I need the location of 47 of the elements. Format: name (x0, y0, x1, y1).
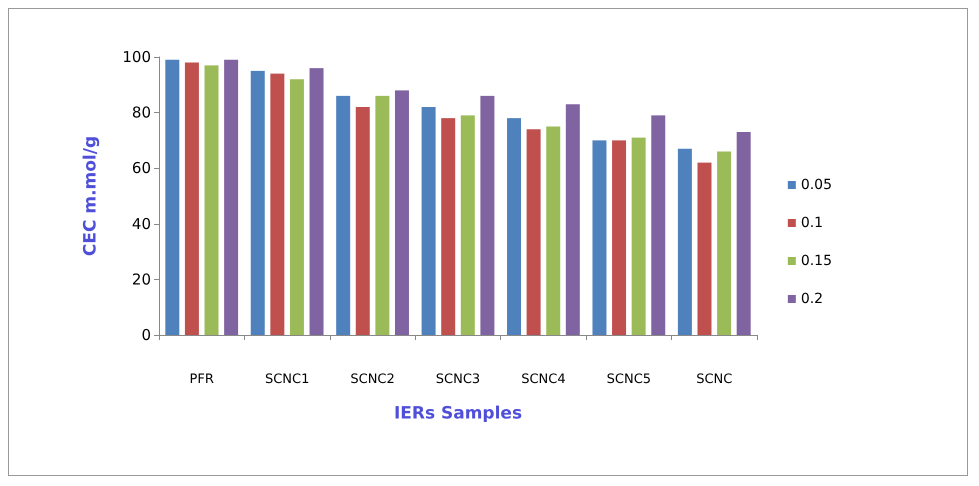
legend-label: 0.1 (800, 215, 824, 231)
x-tick-label: SCNC (696, 372, 732, 387)
legend-label: 0.05 (800, 177, 832, 193)
bar (250, 70, 265, 335)
bar (480, 96, 494, 335)
legend-label: 0.2 (800, 291, 824, 307)
legend-label: 0.15 (800, 253, 832, 269)
bar (394, 90, 409, 335)
bar (651, 115, 666, 335)
y-tick-label: 60 (132, 159, 151, 178)
x-axis-title: IERs Samples (394, 404, 522, 424)
bar (165, 60, 180, 335)
bar (290, 79, 304, 335)
bar (736, 132, 751, 335)
y-tick-label: 20 (132, 270, 151, 288)
bar (612, 140, 626, 335)
bar (460, 115, 475, 335)
bar (270, 74, 284, 335)
bar (546, 126, 560, 335)
bar (507, 118, 522, 335)
x-tick-label: PFR (190, 372, 214, 387)
bar (336, 96, 350, 335)
y-axis-title: CEC m.mol/g (80, 136, 100, 256)
bar (566, 104, 580, 335)
bar (526, 129, 541, 335)
bar (375, 96, 390, 335)
x-tick-label: SCNC3 (436, 372, 480, 387)
bar (592, 140, 606, 335)
x-tick-label: SCNC5 (606, 372, 652, 387)
bar (697, 162, 712, 335)
x-tick-label: SCNC1 (264, 372, 310, 387)
y-tick-label: 0 (141, 326, 151, 344)
bar (224, 60, 238, 335)
bar (717, 152, 732, 335)
bar (422, 107, 436, 335)
x-tick-label: SCNC2 (350, 372, 395, 387)
bar (310, 68, 324, 335)
bar (441, 118, 456, 335)
y-tick-label: 80 (132, 104, 151, 122)
bar (356, 107, 370, 335)
bar (632, 138, 646, 335)
y-tick-label: 40 (132, 214, 151, 233)
x-tick-label: SCNC4 (521, 372, 566, 387)
y-tick-label: 100 (122, 48, 151, 66)
bar (184, 62, 199, 335)
bar (204, 65, 219, 335)
bar (678, 148, 692, 335)
